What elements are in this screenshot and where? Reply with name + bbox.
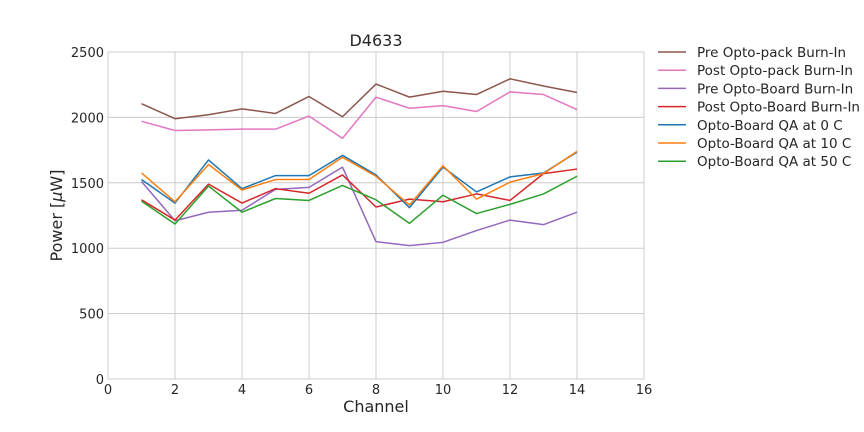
series-line xyxy=(141,168,578,221)
y-tick-label: 1000 xyxy=(71,242,104,257)
y-axis-title-prefix: Power [ xyxy=(47,202,66,262)
y-tick-labels: 0 500 1000 1500 2000 2500 xyxy=(71,46,104,388)
y-tick-label: 500 xyxy=(79,308,104,323)
legend-label: Opto-Board QA at 50 C xyxy=(697,154,851,170)
plot-frame xyxy=(107,51,645,380)
legend-label: Pre Opto-pack Burn-In xyxy=(697,45,846,61)
series-line xyxy=(141,150,578,206)
series-line xyxy=(141,151,578,209)
series-line xyxy=(141,91,578,140)
series-lines xyxy=(140,78,578,247)
series-line xyxy=(140,166,578,247)
legend-label: Opto-Board QA at 0 C xyxy=(697,118,843,134)
series-line xyxy=(141,78,578,120)
y-tick-label: 0 xyxy=(96,373,104,388)
x-tick-label: 4 xyxy=(238,383,246,398)
x-tick-labels: 0 2 4 6 8 10 12 14 16 xyxy=(104,383,652,398)
x-tick-label: 12 xyxy=(502,383,519,398)
y-axis-title-mu: μ xyxy=(47,192,66,203)
x-tick-label: 0 xyxy=(104,383,112,398)
x-axis-title: Channel xyxy=(343,397,409,416)
legend-label: Pre Opto-Board Burn-In xyxy=(697,81,853,97)
x-tick-label: 16 xyxy=(636,383,653,398)
y-tick-label: 2000 xyxy=(71,111,104,126)
x-tick-label: 14 xyxy=(569,383,586,398)
series-line xyxy=(141,175,578,225)
legend: Pre Opto-pack Burn-In Post Opto-pack Burn… xyxy=(658,45,860,170)
x-tick-label: 10 xyxy=(435,383,452,398)
y-axis-title-suffix: W] xyxy=(47,170,66,192)
legend-label: Post Opto-pack Burn-In xyxy=(697,63,853,79)
legend-label: Opto-Board QA at 10 C xyxy=(697,136,851,152)
x-tick-label: 8 xyxy=(372,383,380,398)
y-tick-label: 1500 xyxy=(71,177,104,192)
chart-title: D4633 xyxy=(349,31,402,50)
y-tick-label: 2500 xyxy=(71,46,104,61)
x-tick-label: 2 xyxy=(171,383,179,398)
x-tick-label: 6 xyxy=(305,383,313,398)
y-axis-title: Power [μW] xyxy=(47,170,66,262)
legend-label: Post Opto-Board Burn-In xyxy=(697,100,860,116)
